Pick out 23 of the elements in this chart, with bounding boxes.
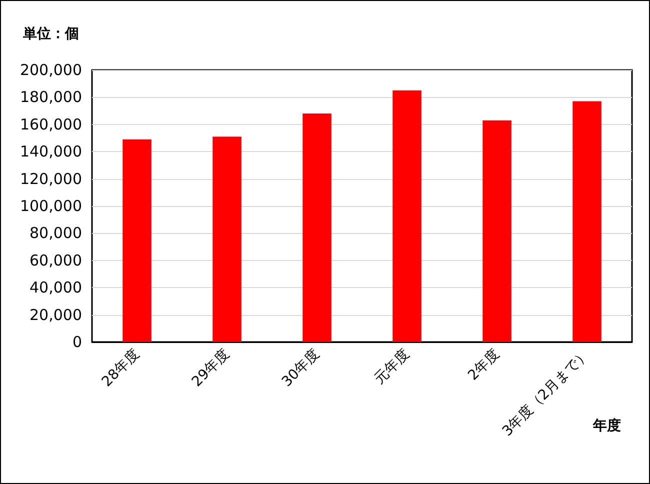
y-tick-label: 160,000	[20, 115, 82, 134]
x-axis-title: 年度	[592, 417, 621, 434]
bar	[122, 139, 152, 342]
y-tick-label: 100,000	[20, 197, 82, 215]
bar	[212, 136, 242, 342]
y-tick-label: 20,000	[30, 306, 82, 324]
y-tick-label: 60,000	[30, 251, 82, 270]
y-tick-label: 80,000	[30, 224, 82, 242]
y-tick-label: 40,000	[30, 278, 82, 297]
y-tick-label: 0	[72, 333, 82, 351]
bar	[482, 120, 512, 342]
bar	[572, 101, 602, 342]
y-tick-label: 200,000	[20, 61, 82, 79]
y-axis-title: 単位：個	[22, 26, 79, 42]
x-tick-label: 29年度	[188, 346, 233, 390]
bar	[392, 90, 422, 342]
y-tick-label: 140,000	[20, 142, 82, 161]
y-tick-label: 120,000	[20, 170, 82, 188]
y-tick-label: 180,000	[20, 88, 82, 106]
x-tick-label: 30年度	[278, 346, 323, 390]
bar	[302, 114, 332, 342]
x-tick-label: 元年度	[372, 346, 413, 388]
x-tick-label: 28年度	[98, 346, 143, 390]
